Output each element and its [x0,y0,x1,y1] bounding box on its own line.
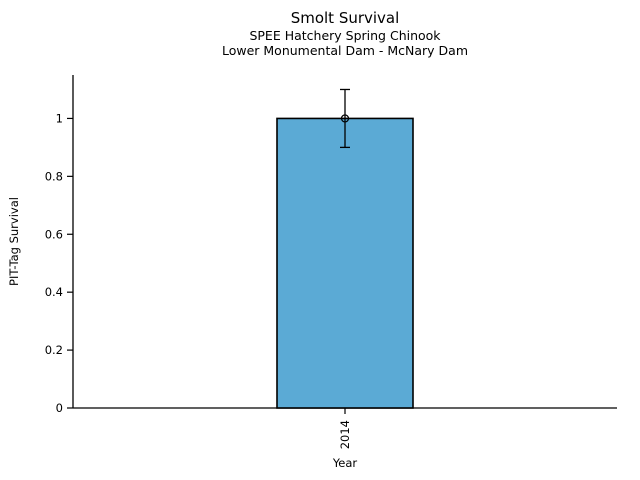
x-tick-label: 2014 [338,420,352,449]
chart-title: Smolt Survival [290,9,400,27]
y-axis-label: PIT-Tag Survival [7,197,21,286]
y-tick-label: 0 [56,401,63,415]
chart-subtitle-line2: Lower Monumental Dam - McNary Dam [221,42,469,58]
x-axis-label: Year [332,456,358,470]
y-tick-label: 0.6 [45,227,63,241]
bar [276,117,414,409]
mean-marker [340,114,350,123]
y-tick-label: 1 [56,111,63,125]
y-tick-label: 0.2 [45,343,63,357]
y-tick-label: 0.8 [45,169,63,183]
title-block: Smolt Survival SPEE Hatchery Spring Chin… [73,9,617,58]
chart-subtitle-line1: SPEE Hatchery Spring Chinook [249,28,441,44]
y-tick-label: 0.4 [45,285,63,299]
